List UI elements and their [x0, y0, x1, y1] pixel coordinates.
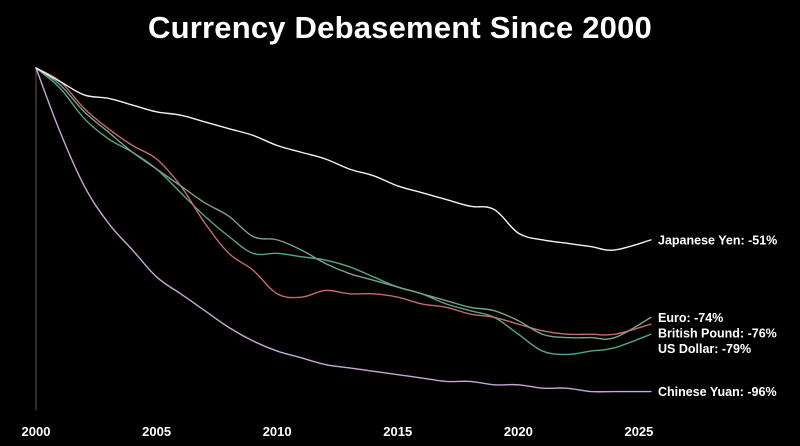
x-tick-label-2000: 2000 [22, 424, 51, 439]
series-line-chinese-yuan [35, 67, 652, 393]
series-label-chinese-yuan: Chinese Yuan: -96% [658, 385, 777, 399]
series-layer [35, 67, 652, 393]
x-tick-label-2025: 2025 [624, 424, 653, 439]
chart-title: Currency Debasement Since 2000 [148, 10, 652, 45]
series-line-british-pound [35, 67, 652, 336]
x-tick-label-2010: 2010 [263, 424, 292, 439]
series-line-us-dollar [35, 67, 652, 356]
series-label-layer: Japanese Yen: -51% Euro: -74%British Poun… [658, 233, 777, 399]
series-line-euro [35, 67, 652, 340]
series-line-japanese-yen [35, 67, 652, 251]
x-tick-label-2015: 2015 [383, 424, 412, 439]
series-label-us-dollar: US Dollar: -79% [658, 342, 751, 356]
x-tick-label-2005: 2005 [142, 424, 171, 439]
x-tick-layer: 2000 2005 2010 2015 2020 2025 [22, 424, 654, 439]
series-label-british-pound: British Pound: -76% [658, 326, 777, 340]
series-label-euro: Euro: -74% [658, 311, 723, 325]
x-tick-label-2020: 2020 [504, 424, 533, 439]
series-label-japanese-yen: Japanese Yen: -51% [658, 233, 777, 247]
